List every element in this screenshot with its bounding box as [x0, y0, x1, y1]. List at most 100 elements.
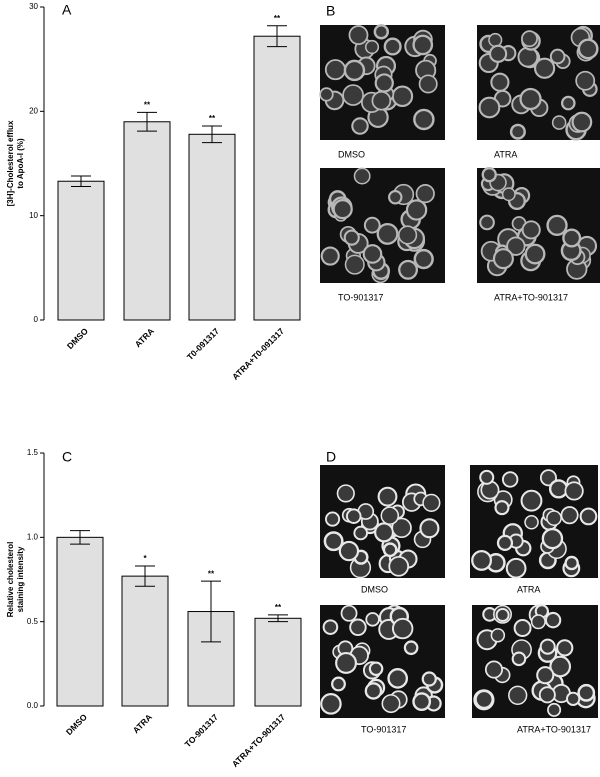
cell [322, 619, 339, 635]
cell [376, 222, 399, 245]
cell [481, 166, 497, 183]
cell [560, 95, 576, 111]
cell [501, 187, 516, 202]
cell [564, 555, 579, 571]
x-tick-label: ATRA+T0-091317 [230, 326, 286, 382]
cell [494, 500, 510, 516]
y-axis-title: Relative cholesterol staining intensity [6, 542, 25, 618]
cell [397, 225, 418, 245]
cell [391, 517, 412, 539]
cell [374, 73, 394, 93]
cell [556, 639, 574, 657]
bar [123, 121, 171, 321]
cell [371, 90, 392, 111]
significance-label: ** [209, 114, 216, 123]
cell [511, 651, 527, 667]
cell [549, 655, 572, 678]
cell [533, 57, 556, 79]
cell [544, 611, 562, 629]
image-caption: TO-901317 [361, 724, 406, 734]
error-bar [268, 614, 288, 623]
cell [506, 236, 526, 256]
y-tick-label: 10 [29, 211, 38, 220]
cell [362, 244, 383, 264]
y-tick-label: 1.5 [27, 448, 39, 457]
y-axis-title-line: Relative cholesterol [6, 542, 15, 618]
significance-label: ** [208, 569, 215, 578]
cell [323, 531, 344, 552]
cell [320, 246, 340, 266]
cell [517, 46, 539, 68]
cell [363, 216, 381, 234]
cell [348, 25, 369, 45]
cell [412, 692, 432, 712]
cell [549, 48, 566, 65]
panel-label: B [326, 3, 335, 19]
y-tick-label: 20 [29, 106, 38, 115]
significance-label: ** [274, 14, 281, 23]
y-tick-label: 0.0 [27, 701, 39, 710]
panel-label: C [62, 449, 72, 465]
cell [501, 471, 519, 488]
error-bar [267, 25, 287, 48]
cell [388, 555, 410, 577]
cell [331, 676, 346, 692]
image-caption: ATRA [517, 584, 540, 594]
cell [383, 37, 402, 56]
cell [343, 59, 366, 82]
cell [492, 248, 514, 270]
cell [566, 691, 581, 706]
cell [541, 527, 564, 550]
cell [336, 484, 355, 503]
cell [479, 214, 495, 231]
y-axis-title-line: [3H]-Cholesterol efflux [6, 120, 15, 206]
cell [365, 612, 380, 627]
cell [521, 30, 538, 48]
bar [254, 617, 302, 707]
cell [353, 525, 369, 541]
cell [380, 506, 400, 525]
cell [520, 489, 543, 512]
y-axis-title-line: staining intensity [16, 546, 25, 612]
significance-label: ** [275, 603, 282, 612]
error-bar [70, 530, 90, 545]
cell [478, 96, 501, 119]
image-caption: ATRA+TO-901317 [517, 724, 591, 734]
micrograph [477, 166, 600, 283]
cell [471, 549, 493, 571]
cell [373, 24, 389, 40]
image-caption: DMSO [338, 149, 365, 159]
cell [422, 493, 441, 512]
x-tick-label: DMSO [65, 326, 90, 351]
y-tick-label: 0.5 [27, 617, 39, 626]
micrograph [472, 604, 598, 718]
x-tick-label: TO-901317 [183, 712, 221, 750]
cell [338, 540, 360, 562]
image-caption: DMSO [361, 584, 388, 594]
cell [479, 469, 495, 485]
cell [344, 254, 365, 275]
cell [546, 510, 562, 526]
cell [551, 115, 567, 130]
bar [57, 180, 105, 321]
x-tick-label: T0-091317 [185, 326, 221, 362]
cell [508, 685, 528, 705]
panel-label: D [326, 449, 336, 465]
error-bar [71, 175, 91, 187]
cell [490, 628, 506, 643]
cell [577, 38, 599, 60]
cell [496, 534, 514, 551]
cell [564, 481, 584, 501]
error-bar [201, 580, 221, 643]
cell [560, 506, 579, 525]
x-tick-label: DMSO [64, 712, 89, 737]
x-tick-label: ATRA [133, 326, 156, 349]
error-bar [135, 565, 155, 587]
y-axis-title-line: to ApoA-I (%) [16, 138, 25, 189]
cell [539, 638, 556, 655]
cell [349, 618, 367, 637]
cell [413, 248, 434, 270]
image-caption: ATRA+TO-901317 [494, 292, 568, 302]
cell [484, 660, 503, 679]
